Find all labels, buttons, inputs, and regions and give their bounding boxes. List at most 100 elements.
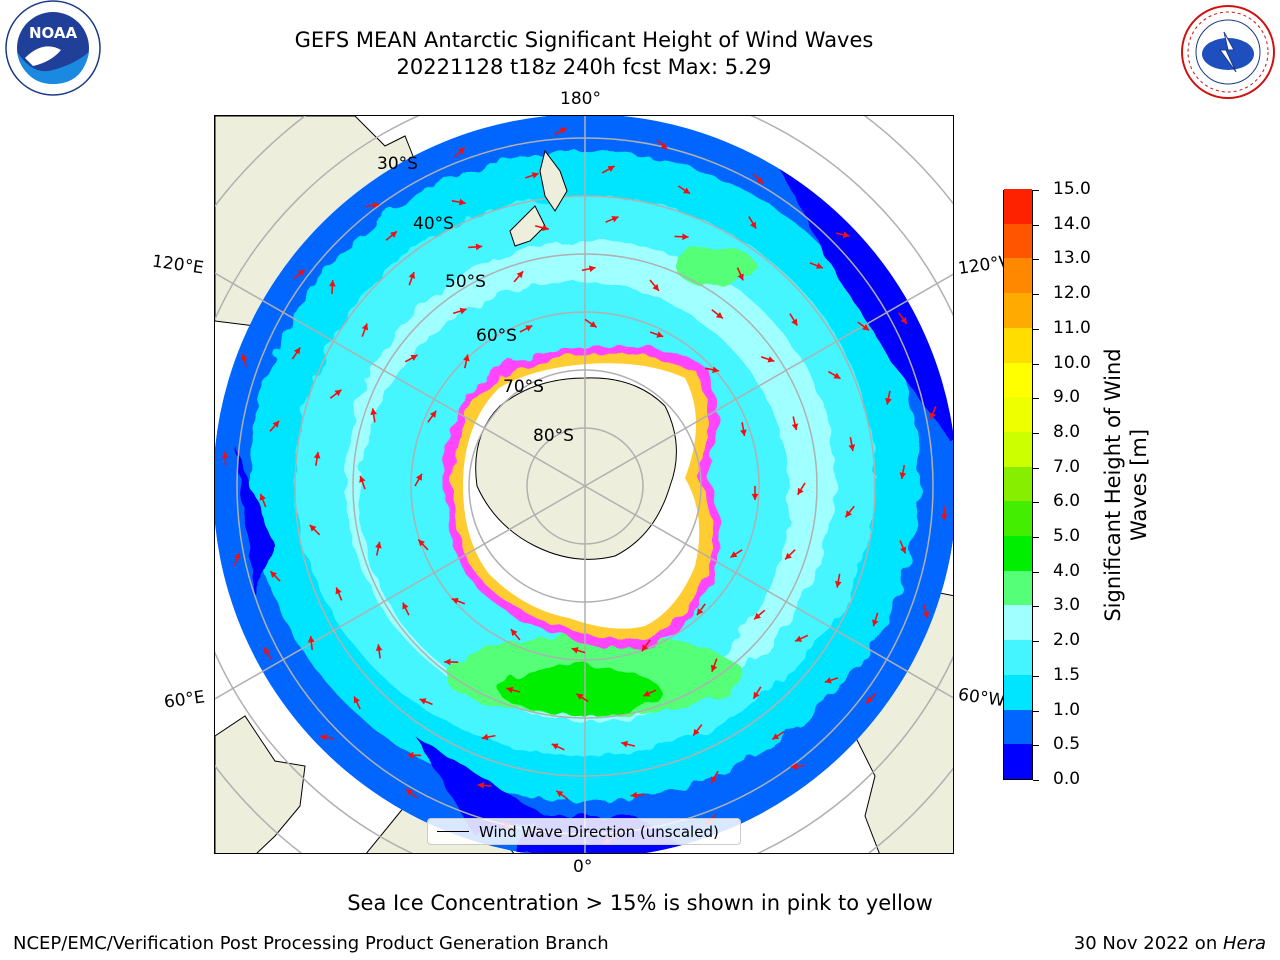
wave-arrow-head <box>845 510 852 518</box>
wave-arrow-head <box>451 597 459 605</box>
wave-arrow-head <box>900 546 907 554</box>
wave-arrow-head <box>531 172 539 179</box>
colorbar-tick-label: 5.0 <box>1053 526 1081 547</box>
antarctica <box>445 345 721 650</box>
wave-arrow-head <box>643 690 651 697</box>
wave-arrow-head <box>683 187 690 194</box>
wave-arrow-head <box>621 740 628 748</box>
wave-arrow-head <box>259 493 266 501</box>
colorbar-segment <box>1004 466 1032 502</box>
wave-arrow-head <box>790 763 798 770</box>
colorbar-tick-label: 15.0 <box>1053 179 1091 199</box>
colorbar-tick-label: 11.0 <box>1053 317 1091 338</box>
wave-arrow-head <box>353 696 360 704</box>
wave-arrow-head <box>370 408 377 415</box>
colorbar-tick-mark <box>1033 780 1039 781</box>
lat-label-60s: 60°S <box>476 326 517 346</box>
colorbar-tick-label: 4.0 <box>1053 560 1081 581</box>
colorbar-segment <box>1004 605 1032 641</box>
lon-label-0: 0° <box>573 857 593 877</box>
colorbar-tick-label: 7.0 <box>1053 456 1081 477</box>
wave-arrow-head <box>416 473 422 481</box>
chart-subtitle: 20221128 t18z 240h fcst Max: 5.29 <box>396 55 772 79</box>
wave-arrow-head <box>272 420 280 428</box>
new-zealand <box>509 149 568 247</box>
sea-ice-note: Sea Ice Concentration > 15% is shown in … <box>347 891 933 915</box>
wave-arrow-head <box>652 284 659 291</box>
wave-arrow-head <box>929 412 936 420</box>
colorbar-tick-label: 3.0 <box>1053 595 1081 616</box>
colorbar-title: Significant Height of Wind Waves [m] <box>1100 348 1152 621</box>
colorbar-segment <box>1004 570 1032 606</box>
wave-arrow-head <box>589 321 597 328</box>
lat-label-40s: 40°S <box>413 214 454 234</box>
wave-arrow-head <box>899 472 907 479</box>
wave-arrow-head <box>737 273 744 281</box>
lat-label-30s: 30°S <box>377 154 418 174</box>
colorbar-tick-mark <box>1033 675 1039 677</box>
wave-arrow-head <box>922 611 930 619</box>
wave-arrow-head <box>797 487 804 495</box>
lon-label-60e: 60°E <box>162 687 207 713</box>
colorbar-tick-label: 6.0 <box>1053 491 1081 512</box>
colorbar-segment <box>1004 292 1032 328</box>
colorbar-tick-mark <box>1033 537 1039 539</box>
wave-arrow-head <box>693 728 700 736</box>
wave-arrow-head <box>297 269 305 277</box>
wave-arrow-head <box>361 323 369 331</box>
colorbar-segment <box>1004 674 1032 710</box>
colorbar-tick-label: 2.0 <box>1053 630 1081 651</box>
wave-arrow-head <box>753 691 760 699</box>
wave-arrow-head <box>750 221 757 229</box>
wave-arrow-head <box>715 312 723 319</box>
colorbar-tick-mark <box>1033 224 1039 226</box>
wave-arrow-head <box>429 410 437 418</box>
wave-arrow-head <box>551 743 559 750</box>
colorbar-tick-mark <box>1033 710 1039 712</box>
colorbar-tick-mark <box>1033 641 1039 643</box>
colorbar-tick-label: 10.0 <box>1053 352 1091 373</box>
wave-arrow-head <box>833 372 841 379</box>
colorbar-segment <box>1004 431 1032 467</box>
wave-arrow-head <box>772 733 780 740</box>
wave-arrow-head <box>866 696 873 704</box>
wave-arrow-head <box>588 265 596 273</box>
footer-machine: Hera <box>1222 933 1266 954</box>
wave-arrow-head <box>696 608 704 616</box>
wave-arrow-head <box>221 451 229 458</box>
wave-arrow-head <box>457 147 465 155</box>
colorbar-title-line2: Waves [m] <box>1127 428 1151 542</box>
colorbar-tick-mark <box>1033 190 1039 191</box>
wave-arrow-head <box>630 791 638 799</box>
footer-left: NCEP/EMC/Verification Post Processing Pr… <box>13 933 609 954</box>
wave-arrow-head <box>418 539 425 547</box>
colorbar-tick-mark <box>1033 502 1039 504</box>
colorbar-tick-mark <box>1033 363 1039 365</box>
wave-arrow-head <box>419 698 427 705</box>
wave-arrow-head <box>754 612 761 620</box>
lon-label-180: 180° <box>560 89 601 109</box>
wave-arrow-head <box>656 331 664 338</box>
wave-arrow-head <box>516 271 524 279</box>
wave-arrow-head <box>481 733 489 741</box>
wave-arrow-head <box>525 325 533 332</box>
wave-arrow-head <box>329 280 336 287</box>
wave-arrow-head <box>885 397 892 405</box>
wave-arrow-head <box>542 224 549 231</box>
wave-arrow-head <box>835 580 842 588</box>
colorbar-segment <box>1004 709 1032 745</box>
wave-arrow-head <box>309 524 317 532</box>
polar-map-svg: 30°S 40°S 50°S 60°S 70°S 80°S <box>215 116 953 853</box>
wave-arrow-head <box>375 541 382 549</box>
wave-arrow-head <box>335 587 342 595</box>
colorbar-tick-mark <box>1033 259 1039 261</box>
map-legend: Wind Wave Direction (unscaled) <box>427 818 741 845</box>
wave-arrow-head <box>270 571 277 578</box>
colorbar-segment <box>1004 501 1032 537</box>
colorbar-title-line1: Significant Height of Wind <box>1101 348 1125 622</box>
wave-arrow-head <box>402 602 409 610</box>
wave-arrow-head <box>940 514 948 521</box>
colorbar-segment <box>1004 535 1032 571</box>
wave-arrow-head <box>405 789 413 796</box>
colorbar-tick-mark <box>1033 432 1039 434</box>
